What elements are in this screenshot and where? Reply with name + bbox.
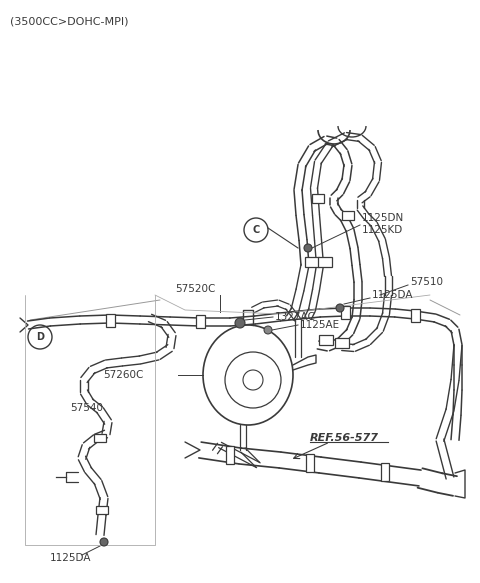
Text: REF.56-577: REF.56-577 [310, 433, 379, 443]
Text: C: C [252, 225, 260, 235]
Bar [342, 210, 354, 220]
Text: (3500CC>DOHC-MPI): (3500CC>DOHC-MPI) [10, 16, 129, 26]
Bar [306, 454, 314, 472]
Bar [106, 314, 115, 326]
Text: 57260C: 57260C [103, 370, 144, 380]
Bar [96, 506, 108, 514]
Text: D: D [36, 332, 44, 342]
Bar [335, 338, 349, 348]
Bar [226, 446, 234, 464]
Text: 1125DA: 1125DA [372, 290, 413, 300]
Text: 1125DN: 1125DN [362, 213, 404, 223]
Circle shape [336, 304, 344, 312]
Bar [340, 305, 349, 318]
Bar [410, 308, 420, 321]
Bar [312, 194, 324, 202]
Text: 57540: 57540 [70, 403, 103, 413]
Circle shape [264, 326, 272, 334]
Bar [94, 434, 106, 442]
Text: 1125AE: 1125AE [300, 320, 340, 330]
Text: 1327AC: 1327AC [275, 312, 316, 322]
Text: 1125KD: 1125KD [362, 225, 403, 235]
Bar [195, 314, 204, 328]
Bar [319, 335, 333, 345]
Circle shape [304, 244, 312, 252]
Bar [381, 463, 389, 481]
Circle shape [235, 318, 245, 328]
Bar [305, 257, 319, 267]
Text: 1125DA: 1125DA [50, 553, 92, 563]
Bar [318, 257, 332, 267]
Text: 57520C: 57520C [175, 284, 216, 294]
Circle shape [100, 538, 108, 546]
Text: 57510: 57510 [410, 277, 443, 287]
